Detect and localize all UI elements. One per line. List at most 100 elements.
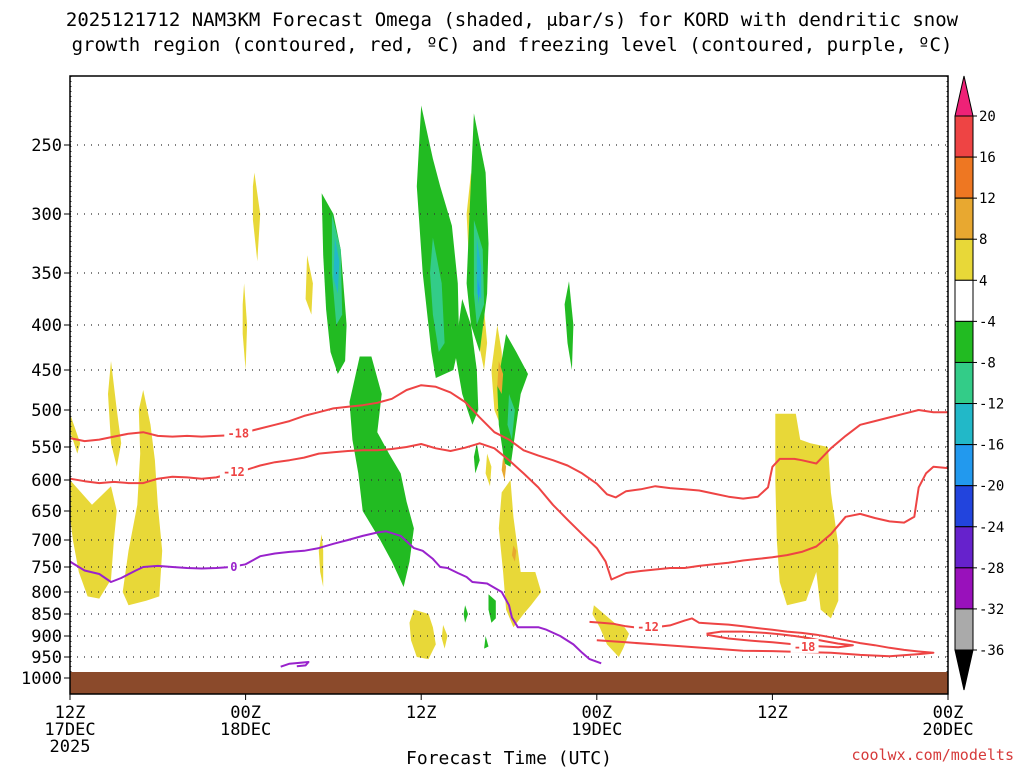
omega-shade-region-33 bbox=[477, 278, 480, 305]
colorbar-label-9: -20 bbox=[979, 479, 1004, 495]
colorbar-label-12: -32 bbox=[979, 602, 1004, 618]
y-axis-ticks: 2503003504004505005506006507007508008509… bbox=[21, 136, 70, 689]
omega-shade-region-7 bbox=[318, 534, 324, 587]
chart-title-line-2: growth region (contoured, red, ºC) and f… bbox=[72, 34, 953, 56]
colorbar-label-0: 20 bbox=[979, 109, 996, 125]
omega-shade-region-8 bbox=[409, 609, 436, 660]
contour-labels: -18 -12 -12 -18 0 bbox=[219, 425, 819, 654]
y-tick-label-950: 950 bbox=[31, 648, 62, 668]
colorbar-bin-10 bbox=[954, 526, 974, 569]
y-tick-label-700: 700 bbox=[31, 531, 62, 551]
colorbar-label-11: -28 bbox=[979, 561, 1004, 577]
y-tick-label-650: 650 bbox=[31, 502, 62, 522]
colorbar-bin-5 bbox=[954, 320, 974, 363]
colorbar-label-4: 4 bbox=[979, 273, 987, 289]
colorbar-bin-12 bbox=[954, 608, 974, 651]
omega-shade-region-23 bbox=[488, 594, 496, 623]
y-tick-label-500: 500 bbox=[31, 401, 62, 421]
contour-label-bg-0 bbox=[224, 425, 253, 440]
y-tick-label-800: 800 bbox=[31, 583, 62, 603]
contour-label-bg-3 bbox=[790, 638, 819, 653]
x-tick-label-24-0: 12Z bbox=[406, 703, 437, 723]
y-tick-label-350: 350 bbox=[31, 264, 62, 284]
contour-label-0: -18 bbox=[227, 427, 249, 441]
y-tick-label-550: 550 bbox=[31, 438, 62, 458]
colorbar-top-arrow bbox=[954, 75, 974, 117]
colorbar-bin-8 bbox=[954, 444, 974, 487]
plot-frame bbox=[69, 75, 949, 695]
colorbar-label-7: -12 bbox=[979, 397, 1004, 413]
y-tick-label-600: 600 bbox=[31, 471, 62, 491]
omega-shade-region-35 bbox=[501, 456, 507, 480]
omega-shade-region-25 bbox=[473, 443, 480, 474]
omega-shade-region-26 bbox=[463, 605, 468, 623]
colorbar-bin-7 bbox=[954, 403, 974, 446]
colorbar-bin-4 bbox=[954, 279, 974, 322]
x-tick-label-0-0: 12Z bbox=[55, 703, 86, 723]
contour-line-4 bbox=[69, 530, 602, 665]
x-tick-label-60-1: 20DEC bbox=[922, 720, 973, 740]
omega-shade-region-28 bbox=[430, 237, 445, 352]
contour-label-bg-1 bbox=[219, 464, 248, 479]
contour-line-3 bbox=[706, 630, 854, 649]
y-tick-label-850: 850 bbox=[31, 605, 62, 625]
colorbar-label-8: -16 bbox=[979, 438, 1004, 454]
y-tick-label-900: 900 bbox=[31, 627, 62, 647]
contour-line-0 bbox=[69, 384, 948, 500]
omega-shade-region-12 bbox=[498, 480, 542, 628]
omega-shading-layer bbox=[70, 105, 839, 660]
y-tick-label-300: 300 bbox=[31, 205, 62, 225]
x-tick-label-12-1: 18DEC bbox=[220, 720, 271, 740]
omega-shade-region-20 bbox=[497, 334, 528, 467]
x-tick-label-12-0: 00Z bbox=[230, 703, 261, 723]
x-tick-label-60-0: 00Z bbox=[933, 703, 964, 723]
omega-shade-region-4 bbox=[252, 172, 261, 262]
x-tick-label-36-1: 19DEC bbox=[571, 720, 622, 740]
colorbar-bin-1 bbox=[954, 156, 974, 199]
colorbar-label-1: 16 bbox=[979, 150, 996, 166]
contour-line-5 bbox=[280, 661, 310, 668]
colorbar-label-13: -36 bbox=[979, 643, 1004, 659]
contour-label-bg-4 bbox=[227, 559, 240, 573]
omega-shade-region-9 bbox=[441, 625, 448, 649]
colorbar-bin-11 bbox=[954, 567, 974, 610]
omega-shade-region-6 bbox=[305, 255, 313, 315]
x-tick-label-0-1: 17DEC bbox=[44, 720, 95, 740]
chart-title-line-1: 2025121712 NAM3KM Forecast Omega (shaded… bbox=[66, 9, 959, 31]
y-tick-label-400: 400 bbox=[31, 316, 62, 336]
contour-label-2: -12 bbox=[637, 620, 659, 634]
colorbar-label-6: -8 bbox=[979, 355, 996, 371]
omega-shade-region-18 bbox=[454, 299, 479, 425]
omega-shade-region-31 bbox=[333, 237, 340, 294]
omega-shade-region-21 bbox=[564, 281, 574, 370]
colorbar: 20 16 12 8 4 -4 -8 -12 -16 -20 -24 -28 -32 -36 bbox=[954, 75, 1004, 691]
colorbar-label-2: 12 bbox=[979, 191, 996, 207]
contour-label-4: 0 bbox=[230, 560, 237, 574]
omega-shade-region-17 bbox=[416, 105, 460, 378]
x-axis-title: Forecast Time (UTC) bbox=[406, 748, 612, 768]
colorbar-bin-2 bbox=[954, 197, 974, 240]
omega-shade-region-30 bbox=[507, 394, 515, 440]
x-tick-label-0-2: 2025 bbox=[50, 737, 91, 757]
omega-shade-region-36 bbox=[511, 545, 517, 562]
pressure-gridlines bbox=[70, 76, 948, 694]
contour-line-2 bbox=[589, 617, 935, 658]
omega-shade-region-14 bbox=[592, 605, 629, 657]
omega-shade-region-22 bbox=[349, 356, 414, 587]
colorbar-label-3: 8 bbox=[979, 232, 987, 248]
colorbar-bin-0 bbox=[954, 115, 974, 158]
omega-shade-region-15 bbox=[775, 413, 839, 619]
colorbar-label-10: -24 bbox=[979, 520, 1004, 536]
omega-shade-region-2 bbox=[108, 361, 122, 467]
x-tick-label-48-0: 12Z bbox=[757, 703, 788, 723]
colorbar-label-5: -4 bbox=[979, 314, 996, 330]
contour-label-bg-2 bbox=[634, 619, 663, 634]
credit-url[interactable]: coolwx.com/modelts bbox=[851, 746, 1014, 764]
colorbar-bin-9 bbox=[954, 485, 974, 528]
omega-shade-region-34 bbox=[497, 361, 504, 394]
omega-shade-region-5 bbox=[242, 283, 248, 370]
ground-surface bbox=[70, 672, 948, 694]
contour-label-3: -18 bbox=[794, 640, 816, 654]
omega-shade-region-13 bbox=[485, 453, 492, 487]
